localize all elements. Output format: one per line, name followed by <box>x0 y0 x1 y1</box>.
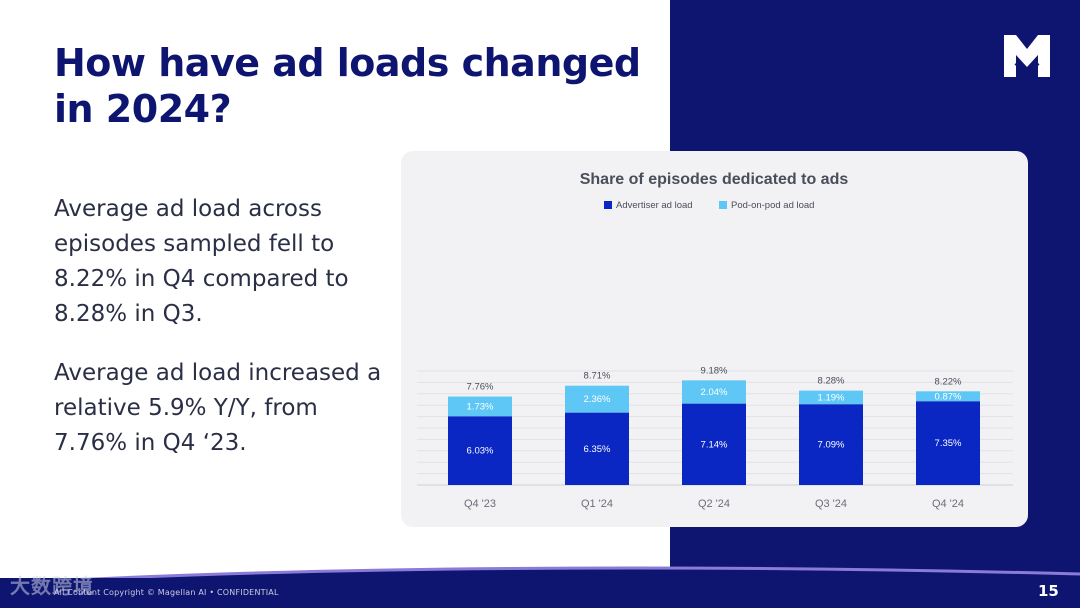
x-tick-label-3: Q3 '24 <box>815 498 847 510</box>
slide-title: How have ad loads changed in 2024? <box>54 41 641 131</box>
bar-pod-on-pod-2 <box>682 380 746 404</box>
legend-label-advertiser: Advertiser ad load <box>616 200 693 211</box>
chart-card: Share of episodes dedicated to ads Advert… <box>401 151 1028 527</box>
page-number: 15 <box>1038 582 1059 600</box>
x-tick-label-0: Q4 '23 <box>464 498 496 510</box>
data-label-total-4: 8.22% <box>935 376 962 387</box>
x-tick-label-1: Q1 '24 <box>581 498 613 510</box>
data-label-pod-on-pod-0: 1.73% <box>467 401 494 412</box>
summary-paragraph-2: Average ad load increased a relative 5.9… <box>54 360 382 456</box>
bar-advertiser-4 <box>916 401 980 485</box>
bottom-band <box>0 578 1080 608</box>
bar-advertiser-0 <box>448 416 512 485</box>
legend-swatch-advertiser <box>604 201 612 209</box>
bar-advertiser-2 <box>682 403 746 485</box>
bar-advertiser-1 <box>565 412 629 485</box>
data-label-pod-on-pod-4: 0.87% <box>935 391 962 402</box>
data-label-total-1: 8.71% <box>584 371 611 382</box>
chart-title: Share of episodes dedicated to ads <box>580 171 849 188</box>
watermark: 大数跨境 <box>10 574 94 598</box>
bar-pod-on-pod-1 <box>565 385 629 413</box>
stacked-bar-chart: Share of episodes dedicated to ads Advert… <box>417 171 1013 510</box>
magellan-logo-icon <box>1004 35 1050 78</box>
data-label-advertiser-0: 6.03% <box>467 446 494 457</box>
data-label-total-2: 9.18% <box>701 365 728 376</box>
data-label-pod-on-pod-3: 1.19% <box>818 392 845 403</box>
data-label-pod-on-pod-2: 2.04% <box>701 387 728 398</box>
bar-pod-on-pod-0 <box>448 396 512 417</box>
data-label-advertiser-1: 6.35% <box>584 444 611 455</box>
summary-paragraph-1: Average ad load across episodes sampled … <box>54 196 349 327</box>
data-label-pod-on-pod-1: 2.36% <box>584 394 611 405</box>
data-label-total-3: 8.28% <box>818 376 845 387</box>
footer-copyright: All Content Copyright © Magellan AI • CO… <box>54 588 279 597</box>
x-tick-label-2: Q2 '24 <box>698 498 730 510</box>
legend-label-pod-on-pod: Pod-on-pod ad load <box>731 200 814 211</box>
bar-pod-on-pod-3 <box>799 390 863 405</box>
data-label-advertiser-3: 7.09% <box>818 440 845 451</box>
bar-advertiser-3 <box>799 404 863 485</box>
data-label-total-0: 7.76% <box>467 382 494 393</box>
legend-swatch-pod-on-pod <box>719 201 727 209</box>
data-label-advertiser-4: 7.35% <box>935 438 962 449</box>
x-tick-label-4: Q4 '24 <box>932 498 964 510</box>
data-label-advertiser-2: 7.14% <box>701 439 728 450</box>
bar-pod-on-pod-4 <box>916 391 980 402</box>
